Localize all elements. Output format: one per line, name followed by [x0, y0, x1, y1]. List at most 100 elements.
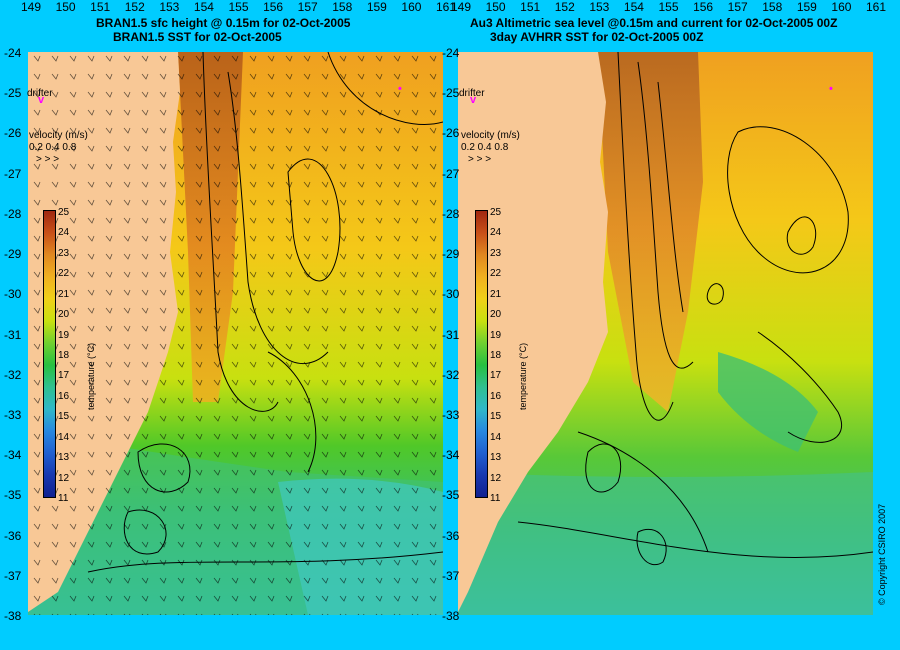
colorbar-tick-label: 15	[58, 411, 70, 423]
lat-tick-label: -28	[442, 206, 460, 221]
lat-tick-label: -34	[4, 448, 22, 463]
lat-tick-label: -37	[4, 568, 22, 583]
left-velocity-title: velocity (m/s)	[29, 130, 88, 141]
lon-tick-label: 153	[159, 0, 180, 14]
colorbar-tick-label: 24	[490, 227, 502, 239]
lon-tick-label: 152	[554, 0, 575, 14]
colorbar-tick-label: 17	[490, 370, 502, 382]
lon-tick-label: 151	[520, 0, 541, 14]
colorbar-tick-label: 20	[58, 309, 70, 321]
colorbar-tick-label: 20	[490, 309, 502, 321]
colorbar-tick-label: 13	[58, 452, 70, 464]
lat-tick-label: -26	[4, 126, 22, 141]
left-colorbar	[43, 210, 56, 498]
lon-tick-label: 154	[193, 0, 214, 14]
colorbar-tick-label: 21	[58, 288, 70, 300]
colorbar-tick-label: 15	[490, 411, 502, 423]
colorbar-tick-label: 22	[58, 268, 70, 280]
colorbar-tick-label: 18	[58, 350, 70, 361]
lat-tick-label: -31	[4, 327, 22, 342]
right-title-line2: 3day AVHRR SST for 02-Oct-2005 00Z	[490, 30, 704, 44]
colorbar-tick-label: 14	[58, 431, 70, 443]
right-velocity-values: 0.2 0.4 0.8	[461, 142, 509, 153]
lat-tick-label: -33	[4, 407, 22, 422]
lon-tick-label: 154	[623, 0, 644, 14]
colorbar-tick-label: 23	[490, 247, 502, 259]
lon-tick-label: 152	[124, 0, 145, 14]
colorbar-tick-label: 22	[490, 268, 502, 280]
left-title-line1: BRAN1.5 sfc height @ 0.15m for 02-Oct-20…	[96, 16, 351, 30]
lat-tick-label: -38	[4, 609, 22, 623]
lat-tick-label: -24	[4, 46, 22, 60]
lon-tick-label: 157	[727, 0, 748, 14]
right-drifter-mark: v	[470, 94, 477, 106]
lon-tick-label: 151	[90, 0, 111, 14]
lon-tick-label: 161	[436, 0, 457, 14]
lon-tick-label: 158	[332, 0, 353, 14]
left-title-line2: BRAN1.5 SST for 02-Oct-2005	[113, 30, 282, 44]
right-colorbar	[475, 210, 488, 498]
colorbar-tick-label: 23	[58, 247, 70, 259]
colorbar-tick-label: 14	[490, 431, 502, 443]
left-map-panel	[28, 52, 443, 615]
left-map-svg	[28, 52, 443, 615]
lon-tick-label: 149	[21, 0, 42, 14]
lat-tick-label: -34	[442, 448, 460, 463]
right-drifter-label: drifter	[459, 88, 485, 99]
lon-tick-label: 156	[263, 0, 284, 14]
right-velocity-arrows: > > >	[468, 154, 492, 165]
lon-tick-label: 159	[796, 0, 817, 14]
lat-tick-label: -30	[442, 287, 460, 302]
right-land	[458, 52, 608, 612]
lon-tick-label: 155	[658, 0, 679, 14]
colorbar-tick-label: 17	[58, 370, 70, 382]
lat-tick-label: -25	[4, 86, 22, 101]
colorbar-tick-label: 12	[490, 472, 502, 484]
lon-tick-label: 156	[693, 0, 714, 14]
copyright-text: © Copyright CSIRO 2007	[877, 503, 887, 605]
right-map-panel	[458, 52, 873, 615]
left-drifter-label: drifter	[27, 88, 53, 99]
colorbar-tick-label: 25	[58, 207, 70, 218]
lon-tick-label: 161	[866, 0, 887, 14]
lat-tick-label: -37	[442, 568, 460, 583]
lat-tick-label: -32	[4, 367, 22, 382]
lat-tick-label: -24	[442, 46, 460, 60]
colorbar-tick-label: 11	[58, 493, 69, 504]
lat-tick-label: -30	[4, 287, 22, 302]
lat-tick-label: -29	[4, 247, 22, 262]
colorbar-tick-label: 18	[490, 350, 502, 361]
left-velocity-arrows: > > >	[36, 154, 60, 165]
right-map-svg	[458, 52, 873, 615]
lat-tick-label: -31	[442, 327, 460, 342]
colorbar-tick-label: 16	[490, 390, 502, 402]
lat-tick-label: -29	[442, 247, 460, 262]
lat-tick-label: -27	[442, 166, 460, 181]
lon-tick-label: 159	[366, 0, 387, 14]
lat-tick-label: -35	[442, 488, 460, 503]
lat-tick-label: -35	[4, 488, 22, 503]
right-drifter-position: •	[829, 83, 833, 95]
left-colorbar-title: temperature (°C)	[86, 342, 96, 410]
right-velocity-title: velocity (m/s)	[461, 130, 520, 141]
lat-tick-label: -25	[442, 86, 460, 101]
lat-tick-label: -33	[442, 407, 460, 422]
colorbar-tick-label: 19	[58, 329, 70, 341]
lon-tick-label: 155	[228, 0, 249, 14]
lat-tick-label: -32	[442, 367, 460, 382]
right-colorbar-title: temperature (°C)	[518, 342, 528, 410]
right-title-line1: Au3 Altimetric sea level @0.15m and curr…	[470, 16, 838, 30]
lon-tick-label: 150	[485, 0, 506, 14]
lat-tick-label: -28	[4, 206, 22, 221]
colorbar-tick-label: 11	[490, 493, 501, 504]
lon-tick-label: 160	[401, 0, 422, 14]
colorbar-tick-label: 16	[58, 390, 70, 402]
lon-tick-label: 150	[55, 0, 76, 14]
colorbar-tick-label: 13	[490, 452, 502, 464]
lon-tick-label: 160	[831, 0, 852, 14]
colorbar-tick-label: 19	[490, 329, 502, 341]
lat-tick-label: -27	[4, 166, 22, 181]
lon-tick-label: 149	[451, 0, 472, 14]
left-drifter-mark: v	[38, 94, 45, 106]
lon-tick-label: 157	[297, 0, 318, 14]
